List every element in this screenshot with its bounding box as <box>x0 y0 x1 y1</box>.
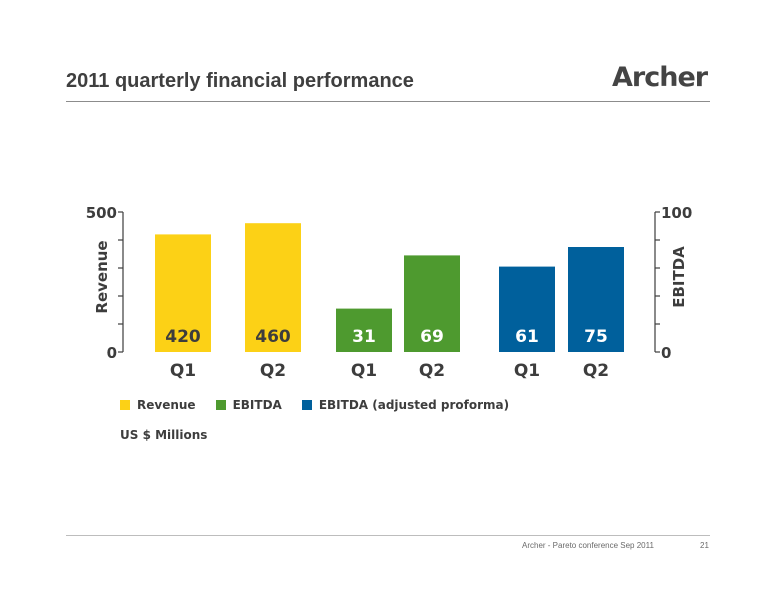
legend-swatch-revenue <box>120 400 130 410</box>
left-axis-min-label: 0 <box>107 344 117 362</box>
category-label-revenue-q2: Q2 <box>260 361 286 381</box>
legend-label-revenue: Revenue <box>137 398 196 412</box>
legend-label-ebitda-adjusted: EBITDA (adjusted proforma) <box>318 398 510 412</box>
footer-divider <box>66 535 710 536</box>
data-label-revenue-q2: 460 <box>255 327 291 347</box>
data-label-ebitda-q1: 31 <box>352 327 376 347</box>
data-label-ebitda-q2: 69 <box>420 327 444 347</box>
left-axis-max-label: 500 <box>86 204 117 222</box>
category-label-revenue-q1: Q1 <box>170 361 196 381</box>
data-label-ebitda-adjusted-proforma-q1: 61 <box>515 327 539 347</box>
page-number: 21 <box>700 541 709 550</box>
bar-ebitda-q2 <box>404 255 460 352</box>
chart-legend: Revenue EBITDA EBITDA (adjusted proforma… <box>120 398 529 412</box>
legend-label-ebitda: EBITDA <box>232 398 282 412</box>
slide-title: 2011 quarterly financial performance <box>66 70 414 92</box>
right-axis-min-label: 0 <box>661 344 671 362</box>
bar-ebitda-q1 <box>336 308 392 352</box>
left-axis-title: Revenue <box>93 240 111 313</box>
bar-revenue-q2 <box>245 223 301 352</box>
legend-item-revenue: Revenue <box>120 398 196 412</box>
category-label-ebitda-q2: Q2 <box>419 361 445 381</box>
legend-swatch-ebitda-adjusted <box>301 400 312 410</box>
units-note: US $ Millions <box>120 428 208 442</box>
right-axis-max-label: 100 <box>661 204 692 222</box>
data-label-revenue-q1: 420 <box>165 327 201 347</box>
category-label-ebitda-adjusted-proforma-q1: Q1 <box>514 361 540 381</box>
footer-text: Archer - Pareto conference Sep 2011 <box>522 541 654 550</box>
title-divider <box>66 101 710 102</box>
legend-swatch-ebitda <box>215 400 226 410</box>
legend-item-ebitda: EBITDA <box>215 398 282 412</box>
category-label-ebitda-q1: Q1 <box>351 361 377 381</box>
legend-item-ebitda-adjusted: EBITDA (adjusted proforma) <box>301 398 510 412</box>
bar-ebitda-adjusted-proforma-q2 <box>568 247 624 352</box>
archer-logo: Archer <box>612 62 708 93</box>
data-label-ebitda-adjusted-proforma-q2: 75 <box>584 327 608 347</box>
bar-ebitda-adjusted-proforma-q1 <box>499 266 555 352</box>
right-axis-title: EBITDA <box>670 246 688 308</box>
bar-revenue-q1 <box>155 234 211 352</box>
category-label-ebitda-adjusted-proforma-q2: Q2 <box>583 361 609 381</box>
